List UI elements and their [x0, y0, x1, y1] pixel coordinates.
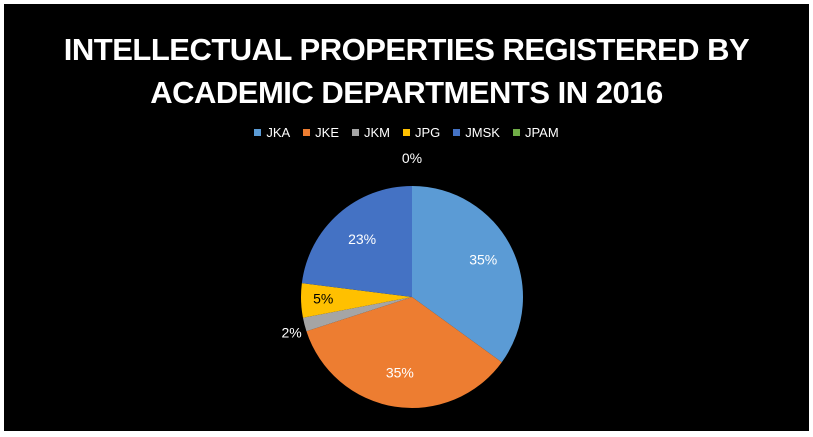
chart-title-line-1: INTELLECTUAL PROPERTIES REGISTERED BY [63, 32, 750, 67]
pie-slice-jke [306, 297, 502, 408]
chart-title: INTELLECTUAL PROPERTIES REGISTERED BY AC… [4, 28, 809, 114]
legend-swatch-jka [254, 129, 262, 136]
legend-label-jpg: JPG [415, 125, 441, 140]
legend-entry-jkm: JKM [352, 125, 390, 140]
legend-entry-jmsk: JMSK [453, 125, 500, 140]
legend-entry-jke: JKE [303, 125, 339, 140]
legend-swatch-jmsk [453, 129, 461, 136]
legend-swatch-jkm [352, 129, 359, 136]
legend-swatch-jpg [403, 129, 410, 136]
pie-slice-jpg [301, 283, 412, 318]
data-label-jmsk: 23% [348, 231, 376, 247]
data-label-jkm: 2% [281, 325, 301, 341]
legend-label-jke: JKE [315, 125, 339, 140]
legend-swatch-jpam [512, 129, 520, 136]
pie-slice-jmsk [301, 186, 412, 297]
legend-entry-jpg: JPG [403, 125, 440, 140]
legend-entry-jka: JKA [254, 125, 290, 140]
pie-slice-jkm [302, 297, 412, 332]
legend-label-jmsk: JMSK [465, 125, 500, 140]
legend-label-jka: JKA [266, 125, 291, 140]
chart-title-line-2: ACADEMIC DEPARTMENTS IN 2016 [150, 75, 663, 110]
legend-label-jpam: JPAM [524, 125, 559, 140]
legend-entry-jpam: JPAM [512, 125, 559, 140]
data-label-jka: 35% [469, 251, 497, 267]
legend-swatch-jke [303, 129, 311, 136]
pie-slice-jka [412, 186, 523, 363]
legend-label-jkm: JKM [364, 125, 390, 140]
data-label-jpg: 5% [313, 290, 333, 306]
data-label-jpam: 0% [402, 150, 422, 166]
data-label-jke: 35% [386, 364, 414, 380]
chart-legend: JKA JKE JKM JPG JMSK JPAM [4, 125, 809, 140]
